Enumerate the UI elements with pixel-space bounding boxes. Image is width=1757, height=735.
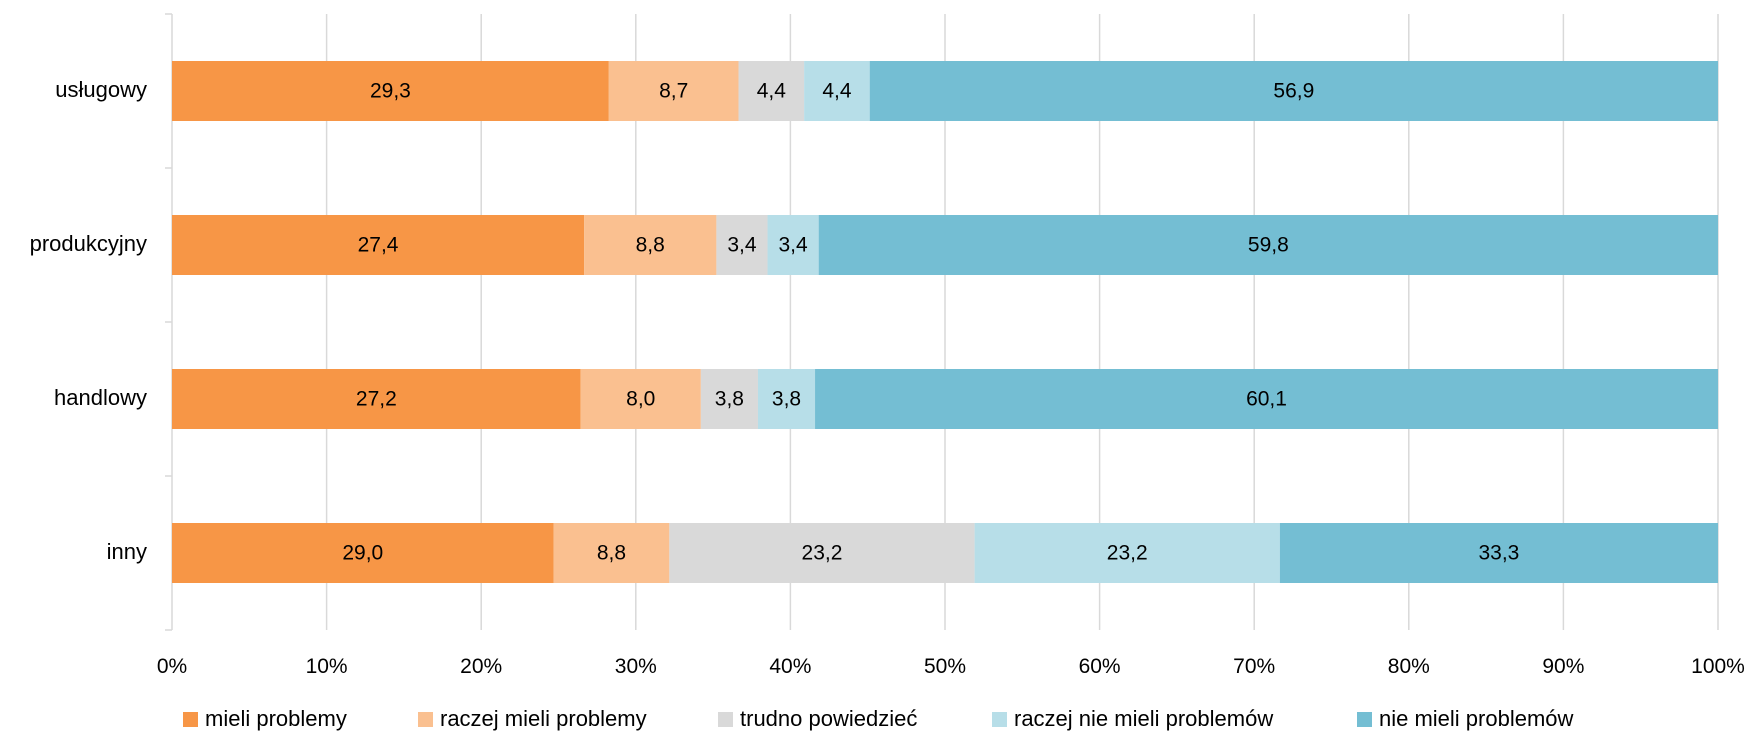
x-tick-labels: 0% 10% 20% 30% 40% 50% 60% 70% 80% 90% 100% [157,655,1745,678]
x-tick-label: 50% [924,655,966,678]
data-label: 8,8 [636,234,665,257]
data-label: 23,2 [802,542,843,565]
category-labels: usługowy produkcyjny handlowy inny [30,77,147,564]
bar-segment [716,215,768,275]
bar-segment [804,61,870,121]
category-label: inny [107,539,147,564]
category-label: usługowy [55,77,147,102]
x-tick-label: 80% [1388,655,1430,678]
bar-segment [757,369,816,429]
data-label: 3,8 [772,388,801,411]
data-label: 29,3 [370,80,411,103]
legend-swatch [183,711,198,727]
axes [165,13,173,631]
data-label: 4,4 [757,80,787,103]
stacked-bar-chart: 29,3 8,7 4,4 4,4 56,9 27,4 8,8 3,4 3,4 59,8 27,2 8,… [30,13,1745,678]
bar-segment [974,523,1280,583]
bar-segment [172,61,609,121]
legend-item: raczej mieli problemy [418,706,647,732]
bar-segment [815,369,1718,429]
x-tick-label: 100% [1691,655,1745,678]
bar-segment [608,61,739,121]
legend-item: mieli problemy [183,706,347,732]
legend-item: trudno powiedzieć [718,706,917,732]
data-label: 56,9 [1273,80,1314,103]
legend-label: raczej nie mieli problemów [1014,706,1274,731]
data-labels: 29,3 8,7 4,4 4,4 56,9 27,4 8,8 3,4 3,4 59,8 27,2 8,… [342,80,1519,565]
legend-item: nie mieli problemów [1357,706,1573,732]
data-label: 59,8 [1248,234,1289,257]
bar-segment [580,369,701,429]
bars [172,61,1718,583]
bar-segment [700,369,758,429]
data-label: 33,3 [1478,542,1519,565]
legend-swatch [418,711,433,727]
data-label: 60,1 [1246,388,1287,411]
x-tick-label: 20% [460,655,502,678]
data-label: 3,4 [727,234,757,257]
legend-label: raczej mieli problemy [440,706,647,731]
category-label: handlowy [54,385,147,410]
data-label: 8,0 [626,388,655,411]
x-tick-label: 10% [306,655,348,678]
data-label: 29,0 [342,542,383,565]
bar-segment [172,523,554,583]
legend: mieli problemy raczej mieli problemy trudn… [0,706,1757,735]
legend-swatch [992,711,1007,727]
bar-segment [172,369,581,429]
data-label: 4,4 [822,80,852,103]
bar-segment [767,215,819,275]
legend-swatch [1357,711,1372,727]
data-label: 3,4 [779,234,809,257]
data-label: 27,4 [358,234,399,257]
bar-segment [172,215,585,275]
x-tick-label: 90% [1542,655,1584,678]
bar-segment [669,523,975,583]
bar-segment [553,523,670,583]
legend-label: trudno powiedzieć [740,706,918,731]
bar-segment [818,215,1718,275]
legend-label: mieli problemy [205,706,347,731]
data-label: 23,2 [1107,542,1148,565]
legend-item: raczej nie mieli problemów [992,706,1273,732]
x-tick-label: 40% [769,655,811,678]
data-label: 3,8 [715,388,744,411]
data-label: 8,7 [659,80,688,103]
x-tick-label: 60% [1079,655,1121,678]
data-label: 27,2 [356,388,397,411]
bar-segment [738,61,805,121]
x-tick-label: 30% [615,655,657,678]
legend-swatch [718,711,733,727]
x-tick-label: 70% [1233,655,1275,678]
legend-label: nie mieli problemów [1379,706,1574,731]
bar-segment [869,61,1718,121]
bar-segment [1279,523,1718,583]
category-label: produkcyjny [30,231,147,256]
data-label: 8,8 [597,542,626,565]
x-tick-label: 0% [157,655,187,678]
bar-segment [584,215,717,275]
